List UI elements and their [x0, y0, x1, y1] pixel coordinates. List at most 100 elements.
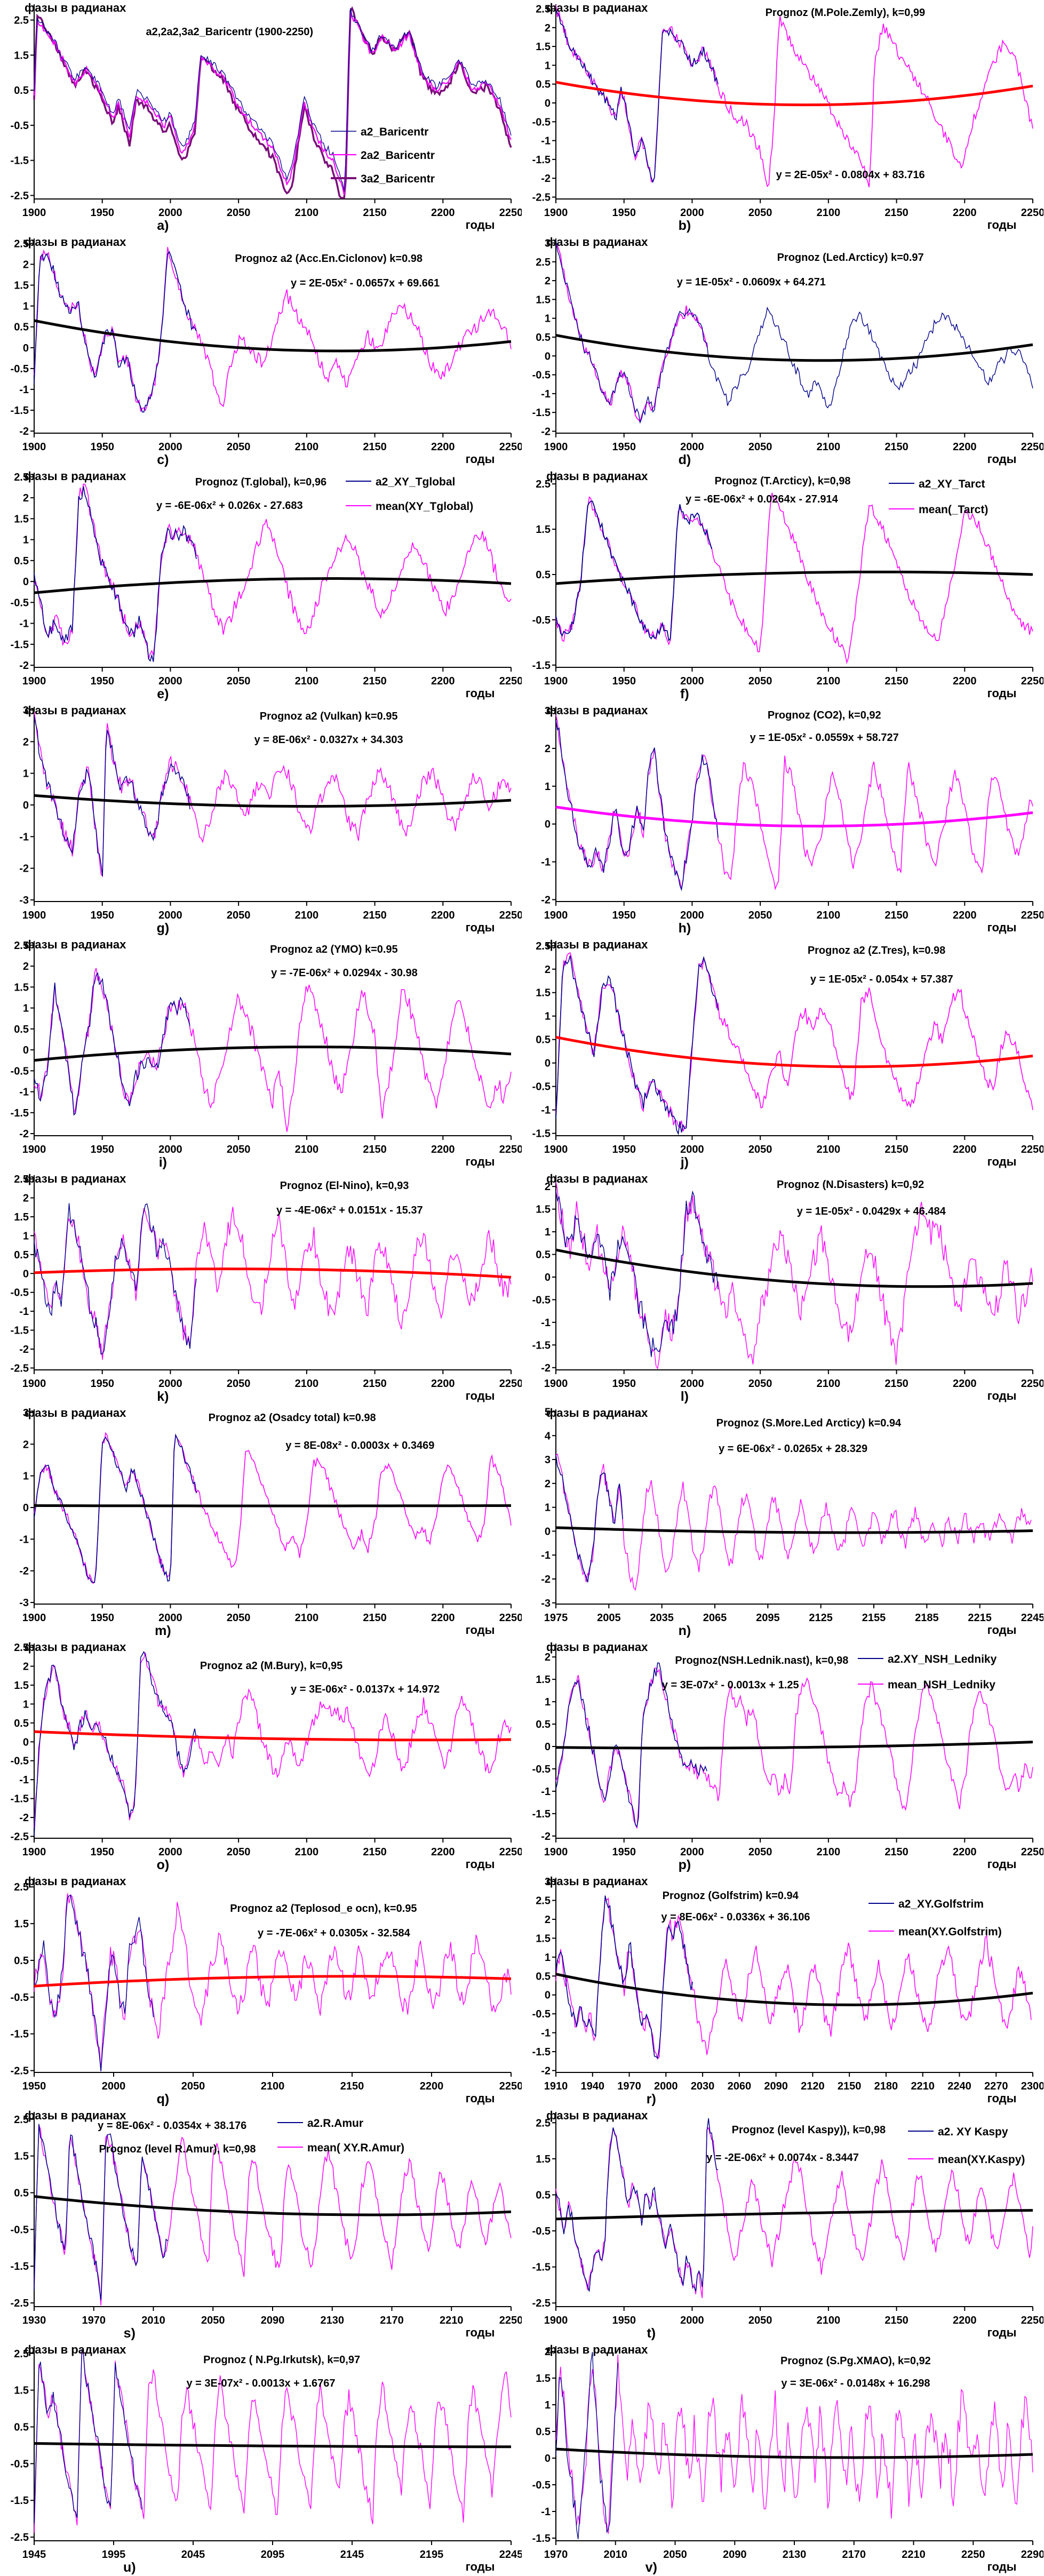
y-tick-label: 1.5 [536, 524, 551, 536]
y-tick-label: -2.5 [11, 2065, 29, 2077]
x-tick-label: 2050 [201, 2315, 225, 2326]
y-tick-label: 2.5 [536, 478, 551, 490]
y-tick-label: -3 [541, 1598, 551, 1609]
x-tick-label: 2150 [363, 441, 387, 453]
y-tick-label: -1 [19, 384, 29, 396]
x-tick-label: 1950 [612, 1378, 636, 1390]
series-forecast [555, 5, 1033, 188]
y-tick-label: -2 [541, 1362, 551, 1374]
x-tick-label: 2100 [817, 1378, 841, 1390]
y-tick-label: -1.5 [532, 1808, 551, 1820]
y-tick-label: -1 [19, 618, 29, 630]
trend-equation: y = 3E-06x² - 0.0148x + 16.298 [781, 2378, 930, 2389]
y-tick-label: -1.5 [532, 2533, 551, 2545]
x-tick-label: 2250 [1021, 1144, 1043, 1155]
y-tick-label: -2.5 [11, 190, 29, 202]
x-tick-label: 1975 [544, 1612, 568, 1624]
chart-title: Prognoz (N.Disasters) k=0,92 [777, 1179, 924, 1191]
legend-label: mean(_Tarct) [919, 504, 988, 516]
x-tick-label: 2250 [961, 2549, 985, 2561]
x-tick-label: 1900 [544, 441, 568, 453]
series-a2_Baricentr [34, 8, 512, 192]
y-tick-label: -0.5 [11, 2224, 29, 2236]
trend-equation: y = -7E-06x² + 0.0305x - 32.584 [258, 1927, 411, 1939]
x-tick-label: 2155 [862, 1612, 886, 1624]
y-tick-label: 0.5 [14, 1955, 29, 1967]
x-tick-label: 2050 [227, 910, 251, 921]
x-tick-label: 1950 [90, 1144, 114, 1155]
y-tick-label: 1.5 [14, 1918, 29, 1930]
panel-letter: b) [679, 218, 691, 233]
y-tick-label: -2 [19, 1566, 29, 1577]
y-tick-label: 0.5 [536, 569, 551, 581]
y-tick-label: 2 [545, 22, 551, 34]
y-tick-label: 1.5 [536, 1674, 551, 1686]
y-axis-title: фазы в радианах [25, 1640, 126, 1654]
x-tick-label: 1900 [22, 910, 46, 921]
y-tick-label: 4 [545, 1430, 551, 1442]
x-tick-label: 1900 [22, 1378, 46, 1390]
trend-line [34, 1975, 512, 1988]
trend-equation: y = 3E-07x² - 0.0013x + 1.6767 [186, 2378, 335, 2389]
legend-label: a2_XY_Tglobal [376, 476, 455, 488]
y-tick-label: -0.5 [11, 1992, 29, 2004]
chart-svg-t: 2.5 1.5 0.5 -0.5 -1.5 -2.5 1900 1950 2000 2050 210… [532, 2109, 1043, 2341]
x-tick-label: 2050 [748, 441, 772, 453]
chart-panel-j: 2.5 2 1.5 1 0.5 0 -0.5 -1 -1.5 1900 1950 2000 2050 21… [522, 937, 1044, 1171]
panel-letter: v) [645, 2560, 657, 2575]
chart-title: Prognoz(NSH.Lednik.nast), k=0,98 [675, 1655, 848, 1666]
x-tick-label: 2200 [953, 1378, 977, 1390]
y-tick-label: 1 [23, 1230, 29, 1242]
series-forecast [34, 246, 512, 412]
x-tick-label: 2050 [227, 1144, 251, 1155]
x-axis-title: годы [466, 2560, 495, 2573]
x-tick-label: 2250 [1021, 207, 1043, 219]
y-tick-label: 2 [23, 961, 29, 972]
chart-panel-b: 2.5 2 1.5 1 0.5 0 -0.5 -1 -1.5 -2 -2.5 1900 1950 2000… [522, 0, 1044, 234]
trend-equation: y = -4E-06x² + 0.0151x - 15.37 [276, 1205, 423, 1216]
y-tick-label: 2.5 [14, 2114, 29, 2126]
chart-svg-k: 2.5 2 1.5 1 0.5 0 -0.5 -1 -1.5 -2 -2.5 1900 1950 2000… [11, 1172, 522, 1404]
series-history [555, 955, 719, 1136]
x-tick-label: 1900 [22, 675, 46, 687]
chart-svg-f: 2.5 1.5 0.5 -0.5 -1.5 1900 1950 2000 2050 2100 215… [532, 469, 1043, 701]
y-tick-label: 3 [23, 705, 29, 716]
chart-svg-a: 2.5 1.5 0.5 -0.5 -1.5 -2.5 1900 1950 2000 2050 210… [11, 1, 522, 233]
x-tick-label: 2095 [261, 2549, 285, 2561]
y-tick-label: 2.5 [536, 1895, 551, 1907]
series-history [34, 972, 190, 1116]
y-tick-label: -2.5 [11, 1362, 29, 1374]
x-tick-label: 2300 [1021, 2080, 1043, 2092]
x-tick-label: 1900 [544, 207, 568, 219]
legend-label: a2.XY_NSH_Ledniky [888, 1653, 997, 1665]
x-tick-label: 2050 [748, 2315, 772, 2326]
x-tick-label: 2150 [363, 1612, 387, 1624]
x-tick-label: 2200 [953, 207, 977, 219]
panel-letter: l) [681, 1389, 689, 1404]
y-tick-label: -1.5 [11, 1793, 29, 1805]
chart-title: Prognoz a2 (YMO) k=0.95 [270, 944, 398, 955]
series-forecast [555, 715, 1033, 891]
chart-title: Prognoz a2 (Z.Tres), k=0.98 [808, 945, 945, 956]
x-tick-label: 2200 [431, 1378, 455, 1390]
x-tick-label: 2000 [102, 2080, 126, 2092]
x-tick-label: 2100 [817, 207, 841, 219]
y-tick-label: -0.5 [532, 116, 551, 128]
trend-line [34, 1504, 512, 1508]
chart-panel-o: 2.5 2 1.5 1 0.5 0 -0.5 -1 -1.5 -2 -2.5 1900 1950 2000… [0, 1639, 522, 1873]
x-tick-label: 2090 [261, 2315, 285, 2326]
x-tick-label: 2000 [680, 675, 704, 687]
trend-equation: y = 8E-06x² - 0.0336x + 36.106 [661, 1911, 810, 1923]
x-axis-title: годы [466, 1155, 495, 1168]
trend-line [555, 2447, 1033, 2459]
y-tick-label: -2 [541, 426, 551, 437]
x-tick-label: 1950 [612, 1846, 636, 1858]
chart-title: Prognoz (S.Pg.XMAO), k=0,92 [780, 2355, 931, 2367]
x-tick-label: 2250 [499, 2315, 522, 2326]
y-tick-label: 1 [23, 1003, 29, 1015]
trend-line [555, 333, 1033, 362]
legend-label: mean(XY.Kaspy) [938, 2154, 1025, 2166]
chart-panel-l: 2 1.5 1 0.5 0 -0.5 -1 -1.5 -2 1900 1950 2000 2050 210… [522, 1171, 1044, 1405]
y-axis-title: фазы в радианах [25, 235, 126, 249]
x-tick-label: 2100 [295, 1846, 319, 1858]
